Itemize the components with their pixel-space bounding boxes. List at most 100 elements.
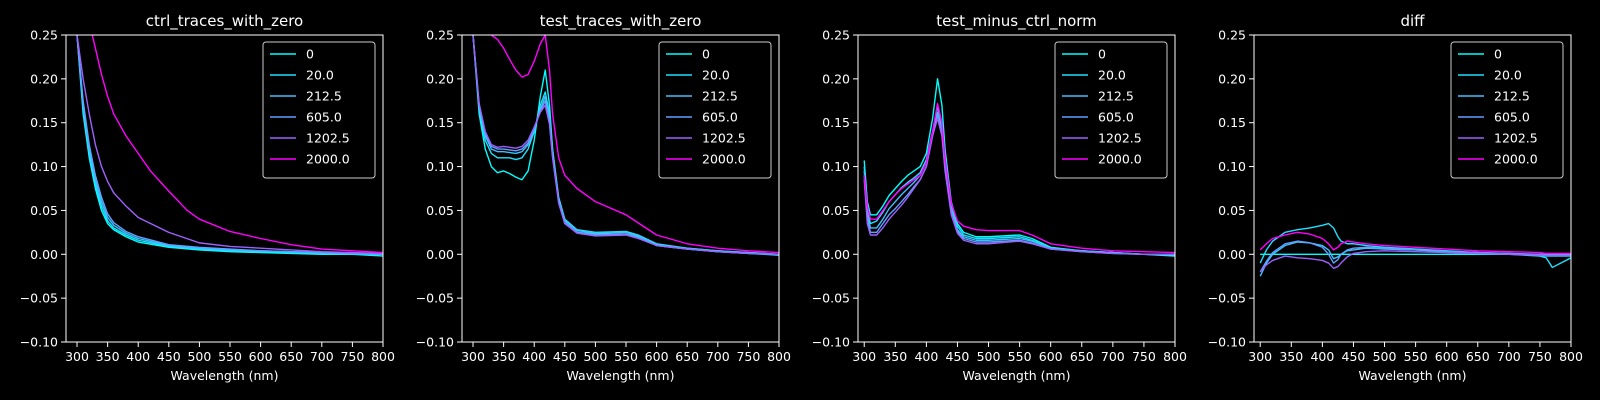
x-tick-label: 650 bbox=[1070, 349, 1094, 364]
y-tick-label: 0.15 bbox=[426, 115, 454, 130]
legend-entry-label: 212.5 bbox=[1098, 89, 1134, 104]
y-tick-label: 0.20 bbox=[1218, 71, 1246, 86]
x-tick-label: 400 bbox=[1310, 349, 1334, 364]
legend-entry-label: 212.5 bbox=[306, 89, 342, 104]
y-tick-label: 0.25 bbox=[822, 28, 850, 43]
chart-panel: 300 350 400 450 500 550 600 650 700 750 800 −0.10 −0… bbox=[1208, 12, 1583, 383]
y-tick-label: −0.05 bbox=[1208, 291, 1246, 306]
series-line-2000.0 bbox=[91, 35, 383, 254]
legend-entry-label: 605.0 bbox=[306, 110, 342, 125]
legend: 0 20.0 212.5 605.0 1202.5 2000.0 bbox=[1054, 41, 1168, 179]
x-tick-label: 600 bbox=[645, 349, 669, 364]
legend-entry-label: 20.0 bbox=[1098, 68, 1126, 83]
x-tick-label: 650 bbox=[279, 349, 303, 364]
y-tick-label: 0.25 bbox=[30, 28, 58, 43]
legend-box bbox=[1054, 41, 1168, 179]
x-tick-label: 800 bbox=[371, 349, 395, 364]
x-tick-label: 700 bbox=[310, 349, 334, 364]
y-tick-label: 0.15 bbox=[822, 115, 850, 130]
series-line-1202.5 bbox=[863, 117, 1175, 255]
chart-title: diff bbox=[1400, 12, 1425, 30]
legend-entry-label: 0 bbox=[702, 47, 710, 62]
legend-entry-label: 20.0 bbox=[306, 68, 334, 83]
chart-title: test_traces_with_zero bbox=[540, 12, 702, 31]
legend-box bbox=[658, 41, 772, 179]
legend: 0 20.0 212.5 605.0 1202.5 2000.0 bbox=[1450, 41, 1564, 179]
x-tick-label: 500 bbox=[187, 349, 211, 364]
y-tick-label: 0.20 bbox=[822, 71, 850, 86]
series-line-2000.0 bbox=[1259, 231, 1571, 255]
legend-entry-label: 212.5 bbox=[1494, 89, 1530, 104]
y-tick-label: 0.20 bbox=[426, 71, 454, 86]
x-tick-label: 800 bbox=[1163, 349, 1187, 364]
y-tick-label: 0.10 bbox=[1218, 159, 1246, 174]
y-tick-label: −0.05 bbox=[20, 291, 58, 306]
chart-title: ctrl_traces_with_zero bbox=[146, 12, 303, 31]
x-tick-label: 400 bbox=[522, 349, 546, 364]
series-line-0 bbox=[863, 78, 1175, 257]
series-line-20.0 bbox=[472, 35, 779, 255]
y-tick-label: −0.10 bbox=[416, 335, 454, 350]
y-tick-label: −0.10 bbox=[812, 335, 850, 350]
x-tick-label: 650 bbox=[1466, 349, 1490, 364]
y-tick-label: −0.10 bbox=[20, 335, 58, 350]
x-tick-label: 350 bbox=[492, 349, 516, 364]
x-tick-label: 450 bbox=[1342, 349, 1366, 364]
x-tick-label: 700 bbox=[706, 349, 730, 364]
x-tick-label: 700 bbox=[1101, 349, 1125, 364]
y-tick-label: 0.10 bbox=[30, 159, 58, 174]
chart-panel: 300 350 400 450 500 550 600 650 700 750 800 −0.10 −0… bbox=[20, 12, 395, 383]
x-tick-label: 300 bbox=[1248, 349, 1272, 364]
legend-entry-label: 0 bbox=[306, 47, 314, 62]
y-tick-label: 0.00 bbox=[426, 247, 454, 262]
x-tick-label: 500 bbox=[977, 349, 1001, 364]
axes-frame bbox=[461, 34, 780, 343]
series-line-1202.5 bbox=[472, 35, 779, 255]
legend-entry-label: 20.0 bbox=[1494, 68, 1522, 83]
legend-entry-label: 1202.5 bbox=[306, 131, 350, 146]
series-lines bbox=[1259, 222, 1571, 277]
y-tick-label: 0.05 bbox=[30, 203, 58, 218]
x-axis-label: Wavelength (nm) bbox=[963, 368, 1071, 383]
series-line-1202.5 bbox=[76, 35, 383, 255]
y-tick-label: 0.05 bbox=[426, 203, 454, 218]
axes-frame bbox=[857, 34, 1176, 343]
legend-entry-label: 2000.0 bbox=[702, 152, 746, 167]
legend-entry-label: 1202.5 bbox=[1494, 131, 1538, 146]
x-tick-label: 350 bbox=[1279, 349, 1303, 364]
series-lines bbox=[76, 35, 383, 257]
x-tick-label: 550 bbox=[1008, 349, 1032, 364]
chart-panel: 300 350 400 450 500 550 600 650 700 750 800 −0.10 −0… bbox=[812, 12, 1187, 383]
legend-entry-label: 0 bbox=[1494, 47, 1502, 62]
x-tick-label: 550 bbox=[1404, 349, 1428, 364]
x-tick-label: 350 bbox=[96, 349, 120, 364]
series-line-1202.5 bbox=[1259, 250, 1571, 273]
x-tick-label: 300 bbox=[65, 349, 89, 364]
x-tick-label: 750 bbox=[340, 349, 364, 364]
x-axis-label: Wavelength (nm) bbox=[567, 368, 675, 383]
x-tick-label: 500 bbox=[1373, 349, 1397, 364]
x-tick-label: 600 bbox=[1039, 349, 1063, 364]
series-lines bbox=[472, 35, 779, 256]
series-line-2000.0 bbox=[490, 35, 779, 254]
series-line-605.0 bbox=[1259, 240, 1571, 273]
x-tick-label: 800 bbox=[1559, 349, 1583, 364]
y-tick-label: 0.00 bbox=[1218, 247, 1246, 262]
x-tick-label: 400 bbox=[126, 349, 150, 364]
y-tick-label: 0.00 bbox=[822, 247, 850, 262]
x-tick-label: 700 bbox=[1497, 349, 1521, 364]
y-tick-label: 0.25 bbox=[1218, 28, 1246, 43]
legend-entry-label: 605.0 bbox=[1098, 110, 1134, 125]
legend-entry-label: 605.0 bbox=[702, 110, 738, 125]
legend-entry-label: 0 bbox=[1098, 47, 1106, 62]
x-tick-label: 750 bbox=[1132, 349, 1156, 364]
axes-frame bbox=[65, 34, 384, 343]
x-tick-label: 550 bbox=[218, 349, 242, 364]
y-tick-label: 0.15 bbox=[30, 115, 58, 130]
subplot-grid: 300 350 400 450 500 550 600 650 700 750 800 −0.10 −0… bbox=[20, 12, 1583, 383]
series-line-20.0 bbox=[76, 35, 383, 255]
x-tick-label: 300 bbox=[461, 349, 485, 364]
legend-entry-label: 2000.0 bbox=[306, 152, 350, 167]
y-tick-label: 0.25 bbox=[426, 28, 454, 43]
x-tick-label: 300 bbox=[852, 349, 876, 364]
